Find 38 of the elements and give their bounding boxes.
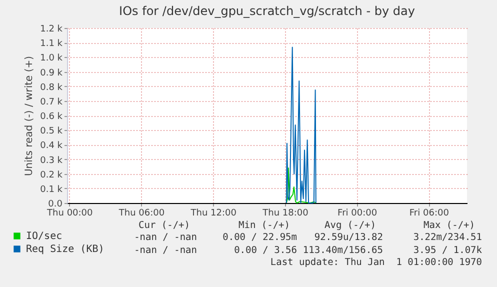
x-tick-label: Thu 00:00 <box>46 208 94 218</box>
y-tick-label: 0.5 k <box>40 126 64 137</box>
text: 0.00 / 3.56 <box>234 245 297 256</box>
text: 113.40m/156.65 <box>302 245 383 256</box>
text: 92.59u/13.82 <box>314 232 383 243</box>
text: 3.95 / 1.07k <box>413 245 482 256</box>
text: Cur (-/+) <box>138 220 190 231</box>
line-series <box>286 168 316 204</box>
x-tick-label: Thu 18:00 <box>262 208 309 218</box>
y-tick-label: 0.0 <box>48 200 63 210</box>
y-tick-label: 0.2 k <box>40 170 64 180</box>
text: 3.22m/234.51 <box>413 232 482 243</box>
y-tick-label: 1.1 k <box>40 39 64 50</box>
x-tick-label: Thu 06:00 <box>118 208 165 218</box>
legend-label: IO/sec <box>26 231 62 242</box>
text: -nan / -nan <box>134 232 197 243</box>
x-tick-label: Fri 00:00 <box>338 208 378 218</box>
text: 0.00 / 22.95m <box>222 232 297 243</box>
text: Min (-/+) <box>238 220 290 231</box>
text: -nan / -nan <box>134 245 197 256</box>
text: Last update: Thu Jan 1 01:00:00 1970 <box>270 257 482 268</box>
y-tick-label: 1.0 k <box>40 54 64 64</box>
y-tick-label: 1.2 k <box>40 24 64 34</box>
y-axis-title: Units read (-) / write (+) <box>24 56 36 176</box>
text: Max (-/+) <box>424 220 475 231</box>
legend-label: Req Size (KB) <box>26 244 104 255</box>
y-tick-label: 0.6 k <box>40 112 64 122</box>
y-tick-label: 0.7 k <box>40 97 64 108</box>
y-tick-label: 0.3 k <box>40 156 64 166</box>
y-tick-label: 0.4 k <box>40 141 64 152</box>
text: Avg (-/+) <box>324 220 376 231</box>
x-tick-label: Thu 12:00 <box>190 208 237 218</box>
chart-title: IOs for /dev/dev_gpu_scratch_vg/scratch - by day <box>119 4 415 18</box>
y-tick-label: 0.9 k <box>40 68 64 78</box>
y-tick-label: 0.1 k <box>40 184 64 195</box>
line-series <box>286 46 316 204</box>
x-tick-label: Fri 06:00 <box>409 208 450 218</box>
y-tick-label: 0.8 k <box>40 82 64 93</box>
